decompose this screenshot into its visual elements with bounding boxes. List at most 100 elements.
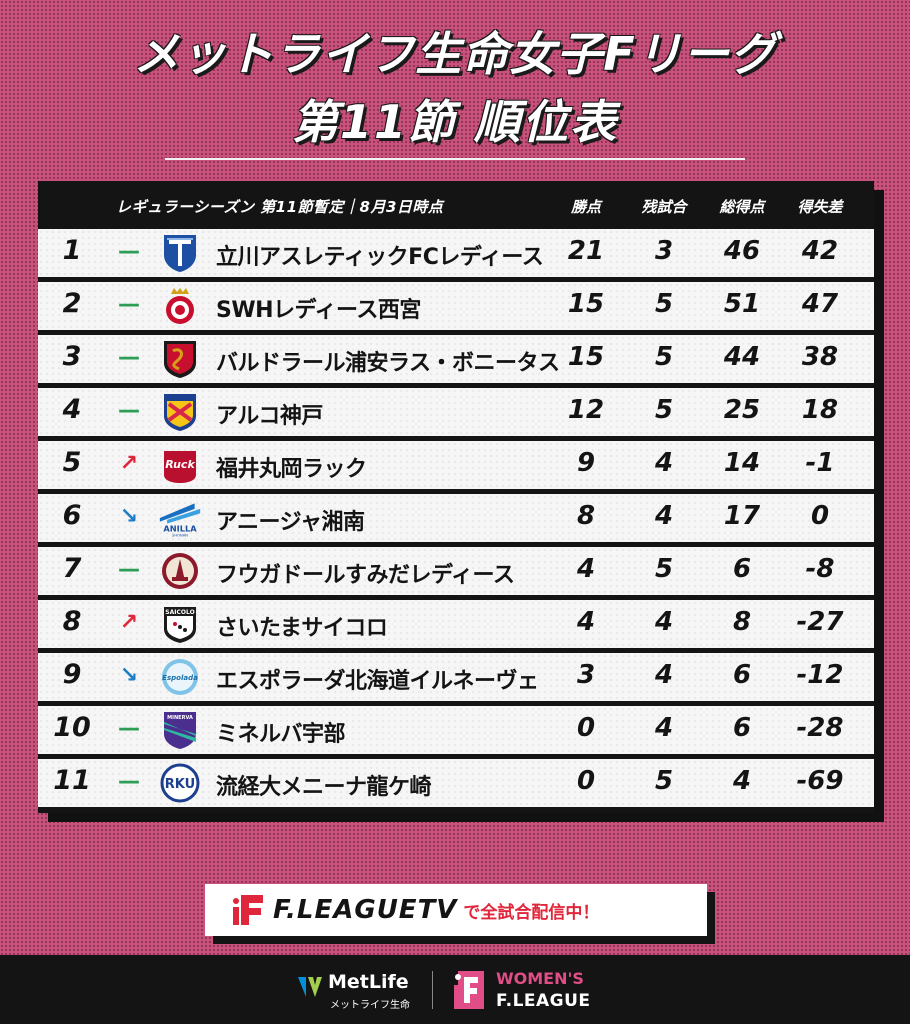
fleague-label: F.LEAGUE [496, 991, 591, 1011]
goals: 6 [732, 554, 752, 584]
trend-down-icon: ↘ [119, 504, 139, 529]
trend-same-icon: — [118, 716, 140, 741]
table-row: 5 ↗ Ruck 福井丸岡ラック 9 4 14 -1 [38, 441, 874, 489]
goals: 25 [723, 395, 761, 425]
goals: 46 [723, 236, 761, 266]
goal-diff: -12 [796, 660, 844, 690]
remaining: 4 [654, 713, 674, 743]
table-header: レギュラーシーズン 第11節暫定｜8月3日時点 勝点 残試合 総得点 得失差 [38, 181, 874, 229]
goals: 17 [723, 501, 761, 531]
goal-diff: -27 [796, 607, 844, 637]
col-goals-header: 総得点 [719, 198, 765, 216]
rank: 2 [62, 288, 82, 319]
table-row: 1 — 立川アスレティックFCレディース 21 3 46 42 [38, 229, 874, 277]
tachikawa-logo-icon [158, 233, 202, 273]
rank: 3 [62, 341, 82, 372]
team-name: アルコ神戸 [216, 404, 323, 429]
points: 15 [567, 342, 605, 372]
womens-label: WOMEN'S [496, 969, 584, 988]
rku-logo-icon: RKU [158, 763, 202, 803]
goals: 8 [732, 607, 752, 637]
anilla-logo-sub: SHONAN [172, 533, 188, 537]
points: 21 [567, 236, 605, 266]
col-diff-header: 得失差 [797, 198, 843, 216]
points: 0 [576, 766, 596, 796]
ruck-logo-text: Ruck [165, 458, 195, 471]
goal-diff: -28 [796, 713, 844, 743]
metlife-logo-icon [296, 973, 324, 1005]
womens-fleague-logo-icon [452, 969, 488, 1013]
arco-kobe-logo-icon [158, 392, 202, 432]
rank: 5 [62, 447, 82, 478]
remaining: 5 [654, 554, 674, 584]
trend-same-icon: — [118, 239, 140, 264]
remaining: 3 [654, 236, 674, 266]
remaining: 5 [654, 342, 674, 372]
anilla-logo-icon: ANILLA SHONAN [158, 498, 202, 538]
points: 4 [576, 554, 596, 584]
trend-same-icon: — [118, 398, 140, 423]
footer-divider [432, 971, 433, 1009]
remaining: 4 [654, 607, 674, 637]
team-name: エスポラーダ北海道イルネーヴェ [216, 669, 539, 694]
rank: 8 [62, 606, 82, 637]
saicolo-logo-text: SAICOLO [165, 609, 194, 616]
minerva-logo-text: MINERVA [167, 715, 193, 721]
footer: MetLife メットライフ生命 WOMEN'S F.LEAGUE [0, 955, 910, 1024]
goal-diff: -8 [805, 554, 835, 584]
goal-diff: -1 [805, 448, 835, 478]
metlife-sub: メットライフ生命 [330, 1000, 410, 1011]
table-row: 4 — アルコ神戸 12 5 25 18 [38, 388, 874, 436]
trend-up-icon: ↗ [119, 610, 139, 635]
anilla-logo-text: ANILLA [163, 524, 197, 534]
team-name: バルドラール浦安ラス・ボニータス [216, 351, 560, 376]
season-label: レギュラーシーズン 第11節暫定｜8月3日時点 [116, 198, 444, 216]
table-row: 8 ↗ SAICOLO さいたまサイコロ 4 4 8 -27 [38, 600, 874, 648]
swh-logo-icon [158, 286, 202, 326]
rank: 4 [62, 394, 82, 425]
espolada-logo-icon: Espolada [158, 657, 202, 697]
trend-down-icon: ↘ [119, 663, 139, 688]
fleague-tv-banner[interactable]: F.LEAGUETV で全試合配信中！ [205, 884, 707, 936]
saicolo-logo-icon: SAICOLO [158, 604, 202, 644]
table-row: 10 — MINERVA ミネルバ宇部 0 4 6 -28 [38, 706, 874, 754]
table-row: 9 ↘ Espolada エスポラーダ北海道イルネーヴェ 3 4 6 -12 [38, 653, 874, 701]
fleague-tv-sub: で全試合配信中！ [463, 902, 600, 923]
rank: 1 [62, 235, 82, 266]
remaining: 5 [654, 766, 674, 796]
title-line2: 第11節 順位表 [291, 95, 619, 149]
minerva-logo-icon: MINERVA [158, 710, 202, 750]
team-name: 立川アスレティックFCレディース [216, 245, 544, 270]
goal-diff: 42 [801, 236, 839, 266]
team-name: フウガドールすみだレディース [216, 563, 515, 588]
team-name: さいたまサイコロ [216, 616, 388, 641]
table-row: 11 — RKU 流経大メニーナ龍ケ崎 0 5 4 -69 [38, 759, 874, 807]
col-remaining-header: 残試合 [641, 198, 687, 216]
rank: 10 [53, 712, 91, 743]
team-name: SWHレディース西宮 [216, 298, 421, 323]
table-row: 7 — フウガドールすみだレディース 4 5 6 -8 [38, 547, 874, 595]
goal-diff: 38 [801, 342, 839, 372]
remaining: 4 [654, 501, 674, 531]
team-name: ミネルバ宇部 [216, 722, 346, 747]
goal-diff: 0 [810, 501, 830, 531]
goals: 14 [723, 448, 761, 478]
table-row: 6 ↘ ANILLA SHONAN アニージャ湘南 8 4 17 0 [38, 494, 874, 542]
table-row: 3 — バルドラール浦安ラス・ボニータス 15 5 44 38 [38, 335, 874, 383]
team-name: 流経大メニーナ龍ケ崎 [216, 775, 432, 800]
trend-same-icon: — [118, 345, 140, 370]
points: 12 [567, 395, 605, 425]
team-name: アニージャ湘南 [216, 510, 365, 535]
rank: 7 [62, 553, 82, 584]
trend-up-icon: ↗ [119, 451, 139, 476]
remaining: 4 [654, 448, 674, 478]
remaining: 5 [654, 395, 674, 425]
col-points-header: 勝点 [570, 198, 601, 216]
metlife-name: MetLife [328, 971, 409, 993]
goals: 6 [732, 713, 752, 743]
points: 4 [576, 607, 596, 637]
rank: 9 [62, 659, 82, 690]
rank: 6 [62, 500, 82, 531]
title-line1: メットライフ生命女子Fリーグ [133, 27, 777, 81]
goal-diff: 18 [801, 395, 839, 425]
